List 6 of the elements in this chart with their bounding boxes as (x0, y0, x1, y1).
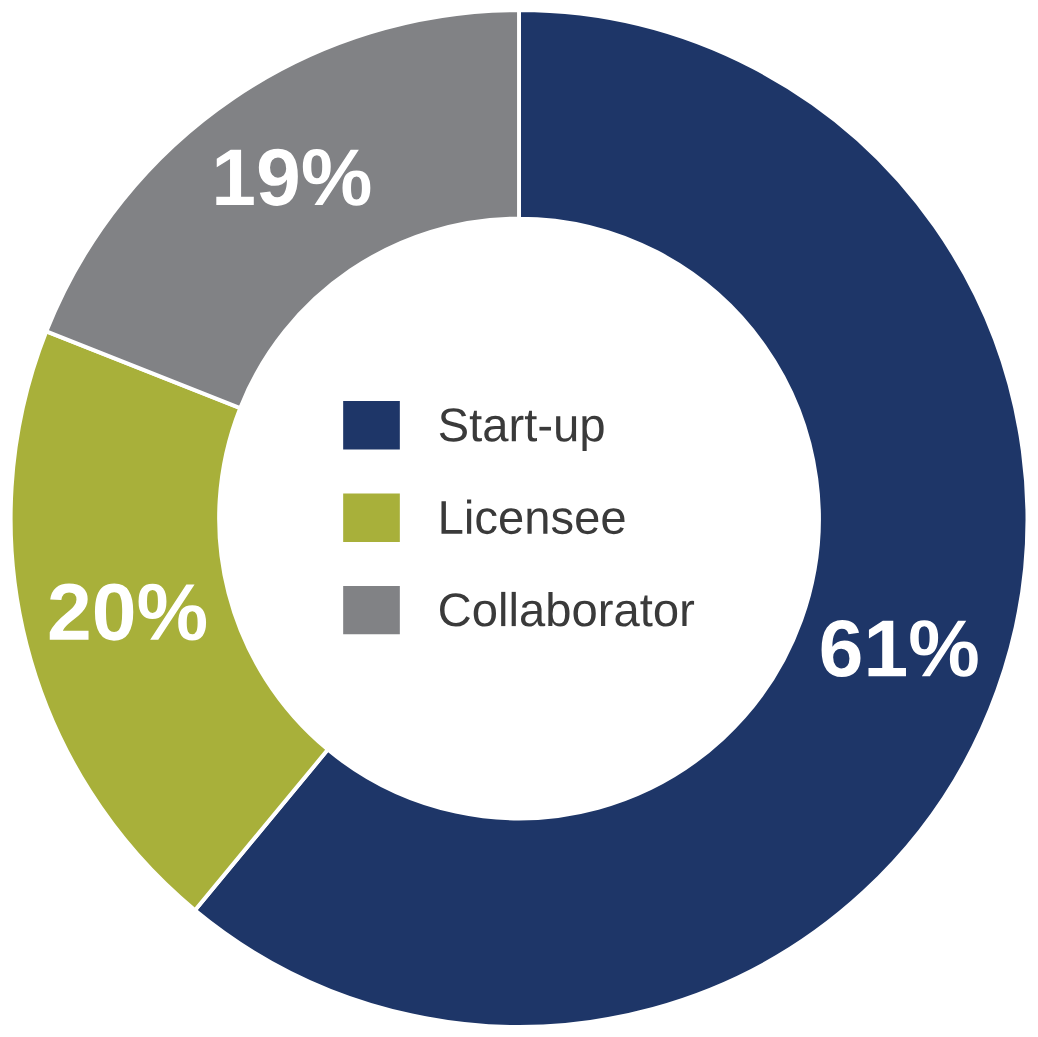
legend-label: Start-up (439, 408, 604, 452)
data-label: 61% (821, 619, 978, 678)
data-label: 19% (216, 148, 371, 206)
legend-label: Licensee (441, 499, 625, 535)
data-label: 20% (49, 583, 207, 641)
legend-label: Collaborator (440, 591, 695, 627)
